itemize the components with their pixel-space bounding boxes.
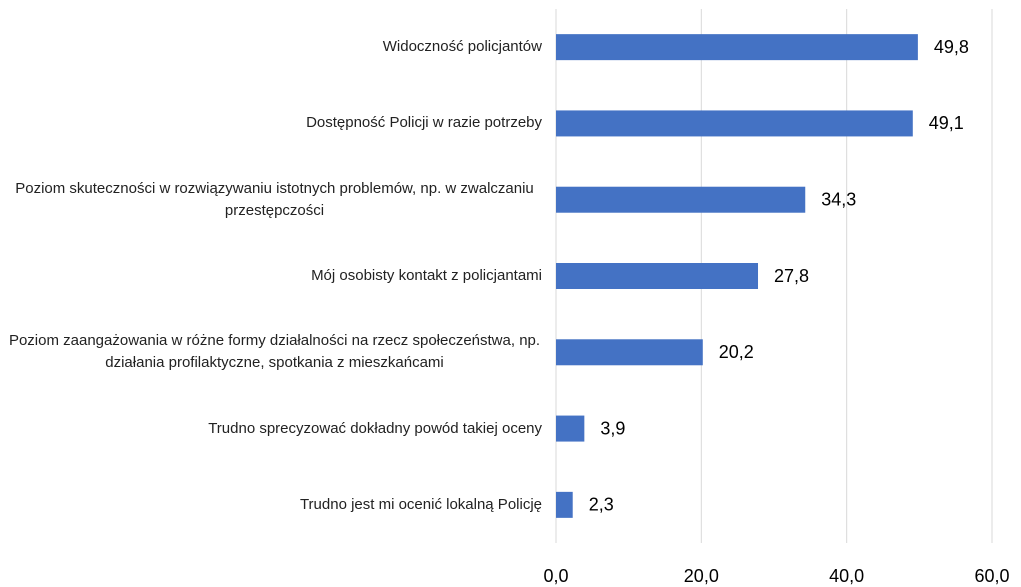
category-text: Dostępność Policji w razie potrzeby bbox=[306, 114, 542, 132]
bar bbox=[556, 34, 918, 61]
bar bbox=[556, 186, 806, 213]
category-text: Mój osobisty kontakt z policjantami bbox=[311, 267, 542, 284]
category-text: Trudno jest mi ocenić lokalną Policję bbox=[299, 495, 542, 513]
value-label: 49,1 bbox=[929, 113, 964, 133]
category-label: Poziom zaangażowania w różne formy dział… bbox=[0, 330, 542, 374]
category-label: Trudno sprecyzować dokładny powód takiej… bbox=[0, 418, 542, 440]
category-text: Poziom zaangażowania w różne formy dział… bbox=[8, 332, 541, 372]
category-text: Poziom skuteczności w rozwiązywaniu isto… bbox=[15, 179, 534, 219]
category-label: Dostępność Policji w razie potrzeby bbox=[0, 112, 542, 134]
category-text: Widoczność policjantów bbox=[382, 38, 542, 56]
value-label: 34,3 bbox=[821, 189, 856, 209]
category-label: Poziom skuteczności w rozwiązywaniu isto… bbox=[0, 178, 542, 222]
value-label: 2,3 bbox=[589, 495, 614, 515]
bar bbox=[556, 110, 913, 137]
value-label: 3,9 bbox=[600, 418, 625, 438]
x-tick-label: 40,0 bbox=[829, 566, 864, 586]
value-label: 49,8 bbox=[934, 37, 969, 57]
bar bbox=[556, 491, 573, 518]
category-label: Widoczność policjantów bbox=[0, 36, 542, 58]
category-text: Trudno sprecyzować dokładny powód takiej… bbox=[208, 419, 542, 437]
x-tick-label: 20,0 bbox=[684, 566, 719, 586]
bar bbox=[556, 339, 703, 366]
category-label: Trudno jest mi ocenić lokalną Policję bbox=[0, 494, 542, 516]
x-tick-label: 0,0 bbox=[543, 566, 568, 586]
category-label: Mój osobisty kontakt z policjantami bbox=[0, 265, 542, 287]
bar bbox=[556, 415, 585, 442]
x-tick-label: 60,0 bbox=[974, 566, 1009, 586]
value-label: 20,2 bbox=[719, 342, 754, 362]
value-label: 27,8 bbox=[774, 266, 809, 286]
bar bbox=[556, 263, 759, 289]
